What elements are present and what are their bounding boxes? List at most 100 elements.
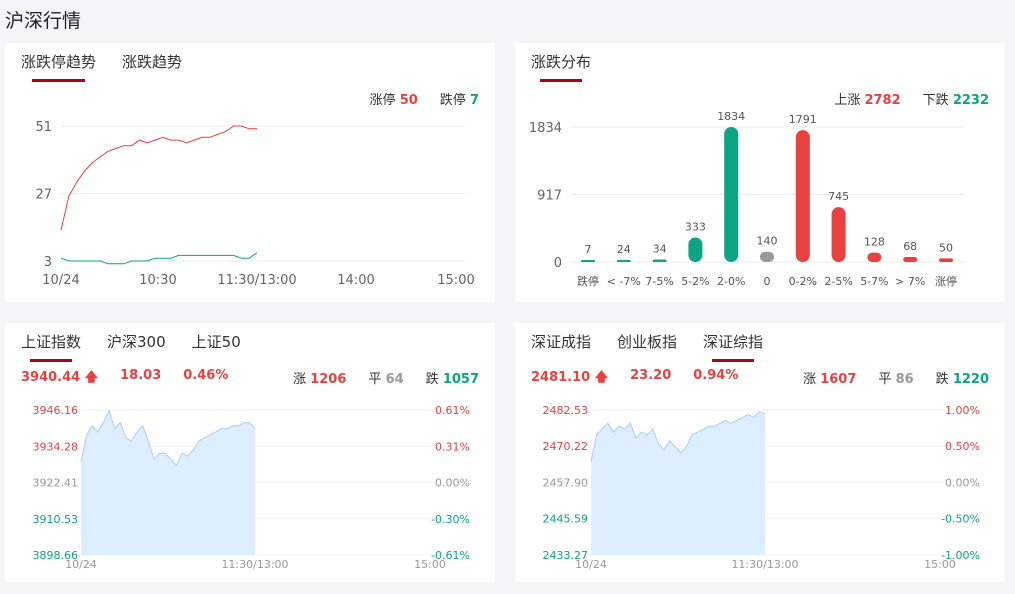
bar	[581, 260, 595, 262]
price-line	[80, 409, 256, 467]
limit-trend-panel: 涨跌停趋势 涨跌趋势 涨停 50 跌停 7 51 27 3 10/24 10:30 11:30…	[5, 43, 495, 302]
y-pct-label: 0.00%	[945, 477, 980, 490]
up-arrow-icon: 🡅	[594, 370, 609, 385]
x-tick-label: 15:00	[924, 558, 956, 571]
tab-sz-component[interactable]: 深证成指	[531, 333, 592, 351]
index-price: 2481.10	[531, 370, 591, 385]
y-tick-label: 1834	[529, 121, 562, 136]
price-group: 2481.10 🡅	[531, 368, 608, 390]
x-category-label: 5-7%	[860, 275, 888, 288]
x-tick-label: 15:00	[414, 558, 446, 571]
x-category-label: 7-5%	[645, 275, 673, 288]
x-category-label: 2-5%	[824, 275, 852, 288]
down-label: 跌	[425, 372, 439, 387]
limit-down-label: 跌停	[439, 93, 466, 108]
price-line	[590, 410, 766, 462]
y-tick-label: 0	[554, 256, 562, 271]
page-title: 沪深行情	[5, 10, 82, 32]
bar	[760, 251, 774, 262]
tab-chinext[interactable]: 创业板指	[617, 333, 678, 351]
y-tick-label: 2470.22	[543, 440, 589, 453]
x-category-label: 跌停	[577, 274, 599, 288]
flat-count: 平 64	[368, 368, 403, 387]
x-category-label: 0	[764, 275, 771, 288]
y-pct-label: 0.61%	[435, 404, 470, 417]
bar-value-label: 140	[757, 235, 778, 248]
bar	[939, 258, 953, 262]
rise-stat: 上涨 2782	[834, 89, 900, 108]
bar	[831, 207, 846, 262]
up-value: 1607	[820, 372, 857, 387]
y-pct-label: 0.00%	[435, 477, 470, 490]
bar-value-label: 34	[653, 242, 667, 255]
bar	[724, 127, 739, 262]
x-category-label: 涨停	[935, 274, 957, 288]
y-tick-label: 27	[35, 188, 52, 203]
down-count: 跌 1057	[426, 368, 479, 387]
up-label: 涨	[803, 372, 817, 387]
flat-label: 平	[878, 372, 892, 387]
bar-value-label: 128	[864, 236, 885, 249]
bar-value-label: 7	[585, 243, 592, 256]
tab-distribution[interactable]: 涨跌分布	[531, 51, 591, 82]
limit-up-stat: 涨停 50	[370, 89, 418, 108]
fall-stat: 下跌 2232	[923, 89, 989, 108]
up-count: 涨 1607	[803, 368, 856, 387]
x-tick-label: 11:30/13:00	[221, 558, 288, 571]
bar-value-label: 68	[903, 240, 917, 253]
y-tick-label: 3	[44, 255, 52, 270]
series-line-limit-down	[60, 252, 258, 265]
index-price: 3940.44	[21, 370, 81, 385]
y-pct-label: -0.50%	[941, 513, 980, 526]
y-pct-label: -0.30%	[431, 513, 470, 526]
rise-label: 上涨	[834, 93, 861, 108]
price-group: 3940.44 🡅	[21, 368, 98, 390]
sh-index-panel: 上证指数 沪深300 上证50 3940.44 🡅 18.03 0.46% 涨 1206…	[5, 323, 495, 582]
y-tick-label: 3922.41	[33, 477, 79, 490]
y-tick-label: 2457.90	[543, 477, 589, 490]
tab-sse50[interactable]: 上证50	[191, 333, 241, 351]
bar-value-label: 333	[685, 220, 706, 233]
tab-sh-composite[interactable]: 上证指数	[21, 331, 81, 362]
fall-value: 2232	[952, 93, 989, 108]
y-pct-label: 0.31%	[435, 440, 470, 453]
x-tick-label: 11:30/13:00	[217, 273, 296, 288]
flat-value: 86	[895, 372, 914, 387]
x-category-label: 2-0%	[717, 275, 745, 288]
y-pct-label: 0.50%	[945, 440, 980, 453]
limit-down-stat: 跌停 7	[440, 89, 479, 108]
series-line-limit-up	[60, 125, 257, 231]
y-tick-label: 917	[537, 189, 562, 204]
y-tick-label: 51	[35, 120, 52, 135]
x-tick-label: 11:30/13:00	[731, 558, 798, 571]
y-tick-label: 3910.53	[33, 513, 79, 526]
x-category-label: > 7%	[895, 275, 925, 288]
up-value: 1206	[310, 372, 347, 387]
limit-trend-chart: 51 27 3 10/24 10:30 11:30/13:00 14:00 15:00	[35, 120, 474, 288]
tab-rise-fall-trend[interactable]: 涨跌趋势	[122, 53, 183, 71]
bar-value-label: 1834	[717, 110, 745, 123]
y-tick-label: 2482.53	[543, 404, 589, 417]
sz-index-chart: 2482.53 1.00% 2470.22 0.50% 2457.90 0.00% 2445…	[543, 404, 981, 571]
up-count: 涨 1206	[293, 368, 346, 387]
x-tick-label: 10/24	[65, 558, 97, 571]
limit-up-value: 50	[399, 93, 418, 108]
y-tick-label: 3898.66	[33, 549, 79, 562]
up-label: 涨	[293, 372, 307, 387]
bar	[652, 259, 667, 262]
index-change: 23.20	[630, 368, 672, 383]
x-category-label: 5-2%	[681, 275, 709, 288]
x-tick-label: 10/24	[575, 558, 607, 571]
bar-value-label: 745	[828, 190, 849, 203]
x-category-label: 0-2%	[789, 275, 817, 288]
rise-value: 2782	[864, 93, 901, 108]
bar	[616, 260, 631, 262]
x-tick-label: 10:30	[139, 273, 176, 288]
tab-sz-composite[interactable]: 深证综指	[703, 331, 763, 362]
tab-limit-trend[interactable]: 涨跌停趋势	[21, 51, 96, 82]
price-area	[591, 411, 765, 555]
flat-count: 平 86	[878, 368, 913, 387]
index-pct: 0.94%	[693, 368, 739, 383]
tab-csi300[interactable]: 沪深300	[107, 333, 166, 351]
x-tick-label: 14:00	[337, 273, 374, 288]
